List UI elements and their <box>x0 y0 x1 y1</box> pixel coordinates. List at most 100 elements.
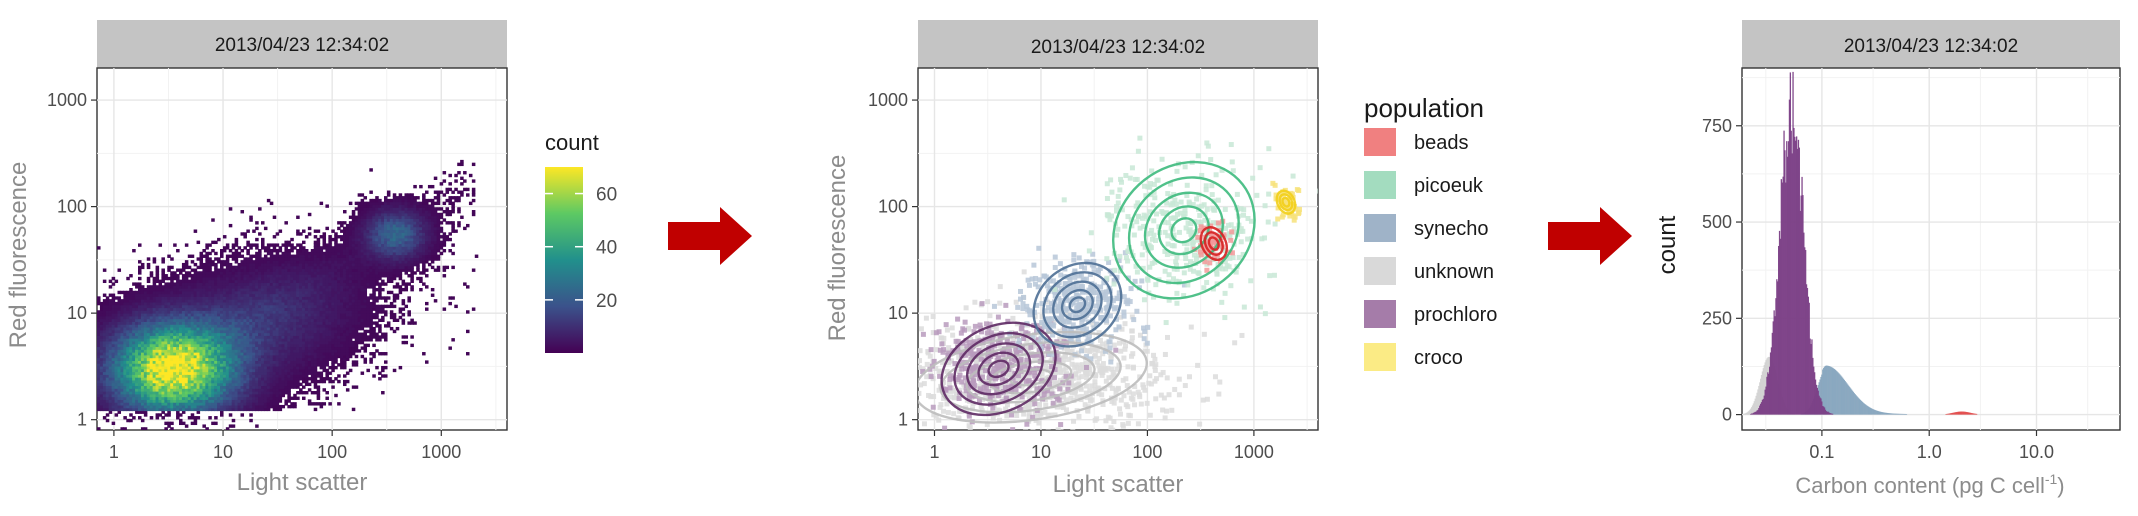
heatmap-cell <box>158 368 163 373</box>
heatmap-cell <box>155 293 160 297</box>
heatmap-cell <box>237 326 242 331</box>
heatmap-cell <box>334 287 338 292</box>
heatmap-cell <box>167 352 171 356</box>
heatmap-cell <box>97 427 101 430</box>
heatmap-cell <box>143 318 148 322</box>
heatmap-cell <box>296 304 300 309</box>
heatmap-cell <box>272 346 277 350</box>
heatmap-cell <box>205 290 209 295</box>
heatmap-cell <box>357 254 362 258</box>
heatmap-cell <box>140 285 145 289</box>
heatmap-cell <box>225 332 230 336</box>
heatmap-cell <box>316 262 321 267</box>
heatmap-cell <box>281 354 286 359</box>
heatmap-cell <box>234 363 239 367</box>
heatmap-cell <box>231 360 236 364</box>
heatmap-cell <box>299 349 303 353</box>
heatmap-cell <box>208 282 212 286</box>
heatmap-cell <box>105 299 110 303</box>
heatmap-cell <box>138 310 142 314</box>
heatmap-cell <box>217 310 221 314</box>
heatmap-cell <box>258 276 262 281</box>
heatmap-cell <box>234 276 239 281</box>
heatmap-cell <box>246 301 250 306</box>
heatmap-cell <box>214 335 218 339</box>
heatmap-cell <box>269 324 274 328</box>
heatmap-cell <box>269 393 274 398</box>
heatmap-cell <box>108 352 113 356</box>
heatmap-cell <box>299 282 303 286</box>
heatmap-cell <box>132 393 136 398</box>
heatmap-cell <box>272 335 277 339</box>
heatmap-cell <box>296 321 300 325</box>
heatmap-cell <box>193 393 198 398</box>
heatmap-cell <box>351 326 356 331</box>
heatmap-cell <box>120 368 124 373</box>
heatmap-cell <box>296 360 300 364</box>
heatmap-cell <box>363 321 368 325</box>
heatmap-cell <box>181 340 186 345</box>
heatmap-cell <box>287 343 291 348</box>
heatmap-cell <box>120 360 124 364</box>
heatmap-cell <box>266 262 271 267</box>
heatmap-cell <box>114 391 119 395</box>
heatmap-cell <box>299 321 303 325</box>
heatmap-cell <box>325 307 329 311</box>
heatmap-cell <box>313 304 318 309</box>
heatmap-cell <box>258 321 262 325</box>
heatmap-cell <box>181 304 186 309</box>
heatmap-cell <box>261 343 265 348</box>
heatmap-cell <box>334 301 338 306</box>
heatmap-cell <box>302 343 306 348</box>
heatmap-cell <box>196 410 201 414</box>
heatmap-cell <box>228 296 233 300</box>
heatmap-cell <box>102 332 107 336</box>
heatmap-cell <box>126 329 130 334</box>
heatmap-cell <box>369 293 373 297</box>
heatmap-cell <box>290 332 294 336</box>
heatmap-cell <box>351 274 356 278</box>
heatmap-cell <box>155 304 160 309</box>
heatmap-cell <box>255 301 259 306</box>
heatmap-cell <box>310 285 315 289</box>
heatmap-cell <box>152 363 157 367</box>
heatmap-cell <box>176 410 180 414</box>
heatmap-cell <box>287 257 291 261</box>
heatmap-cell <box>222 388 227 392</box>
heatmap-cell <box>117 349 122 353</box>
heatmap-cell <box>97 246 101 250</box>
heatmap-cell <box>340 313 344 317</box>
heatmap-cell <box>129 335 133 339</box>
heatmap-cell <box>196 357 201 361</box>
heatmap-cell <box>246 377 250 381</box>
heatmap-cell <box>126 402 130 406</box>
heatmap-cell <box>255 313 259 317</box>
heatmap-cell <box>193 416 198 420</box>
heatmap-cell <box>357 260 362 264</box>
heatmap-cell <box>263 271 268 275</box>
heatmap-cell <box>290 313 294 317</box>
heatmap-cell <box>363 235 368 239</box>
heatmap-cell <box>129 296 133 300</box>
heatmap-cell <box>164 324 168 328</box>
heatmap-cell <box>173 315 177 320</box>
heatmap-cell <box>369 304 373 309</box>
heatmap-cell <box>266 326 271 331</box>
heatmap-cell <box>278 313 283 317</box>
heatmap-cell <box>354 335 359 339</box>
heatmap-cell <box>225 404 230 409</box>
heatmap-cell <box>287 282 291 286</box>
heatmap-cell <box>140 391 145 395</box>
heatmap-cell <box>322 310 327 314</box>
heatmap-cell <box>322 307 327 311</box>
heatmap-cell <box>161 293 165 297</box>
heatmap-cell <box>328 365 332 370</box>
heatmap-cell <box>217 371 221 375</box>
heatmap-cell <box>135 379 139 384</box>
heatmap-cell <box>345 229 350 233</box>
heatmap-cell <box>161 416 165 420</box>
heatmap-cell <box>348 313 353 317</box>
heatmap-cell <box>299 354 303 359</box>
heatmap-cell <box>240 388 245 392</box>
heatmap-cell <box>266 368 271 373</box>
